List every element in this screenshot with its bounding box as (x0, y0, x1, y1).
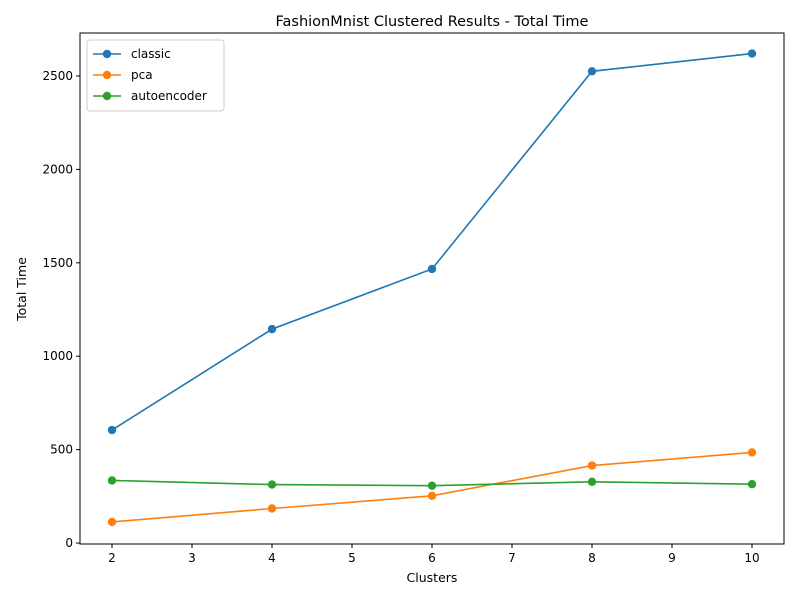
y-axis: 0 500 1000 1500 2000 2500 (42, 69, 80, 550)
x-axis-label: Clusters (407, 570, 458, 585)
y-tick-label: 1000 (42, 349, 73, 363)
data-point-pca (107, 517, 117, 527)
legend-marker-classic (102, 49, 112, 59)
legend-label-autoencoder: autoencoder (131, 89, 207, 103)
legend-label-classic: classic (131, 47, 171, 61)
data-point-classic (427, 264, 437, 274)
x-tick-label: 9 (668, 551, 676, 565)
legend-marker-autoencoder (102, 91, 112, 101)
data-point-autoencoder (427, 481, 437, 490)
data-point-classic (587, 67, 597, 76)
x-tick-label: 2 (108, 551, 116, 565)
data-point-classic (267, 324, 277, 334)
legend-frame (86, 39, 225, 112)
y-tick-label: 500 (50, 443, 73, 457)
y-axis-label: Total Time (14, 257, 29, 322)
x-tick-label: 7 (508, 551, 516, 565)
x-tick-label: 5 (348, 551, 356, 565)
data-point-autoencoder (267, 480, 277, 489)
legend-marker-pca (102, 70, 112, 80)
legend: classic pca autoencoder (86, 39, 225, 112)
data-point-pca (587, 461, 597, 470)
data-point-pca (427, 491, 437, 500)
data-point-pca (267, 504, 277, 513)
x-tick-label: 6 (428, 551, 436, 565)
x-tick-label: 8 (588, 551, 596, 565)
plot-area (107, 49, 757, 527)
y-tick-label: 2000 (42, 162, 73, 176)
x-axis: 2 3 4 5 6 7 8 9 10 (108, 544, 760, 565)
y-tick-label: 0 (65, 536, 73, 550)
data-point-autoencoder (587, 477, 597, 486)
x-tick-label: 10 (744, 551, 759, 565)
data-point-autoencoder (107, 476, 117, 485)
y-tick-label: 2500 (42, 69, 73, 83)
data-point-classic (107, 425, 117, 435)
x-tick-label: 4 (268, 551, 276, 565)
legend-label-pca: pca (131, 68, 153, 82)
x-tick-label: 3 (188, 551, 196, 565)
y-tick-label: 1500 (42, 256, 73, 270)
data-point-classic (747, 49, 757, 58)
chart-title: FashionMnist Clustered Results - Total T… (276, 14, 589, 30)
data-point-autoencoder (747, 480, 757, 489)
data-point-pca (747, 448, 757, 457)
